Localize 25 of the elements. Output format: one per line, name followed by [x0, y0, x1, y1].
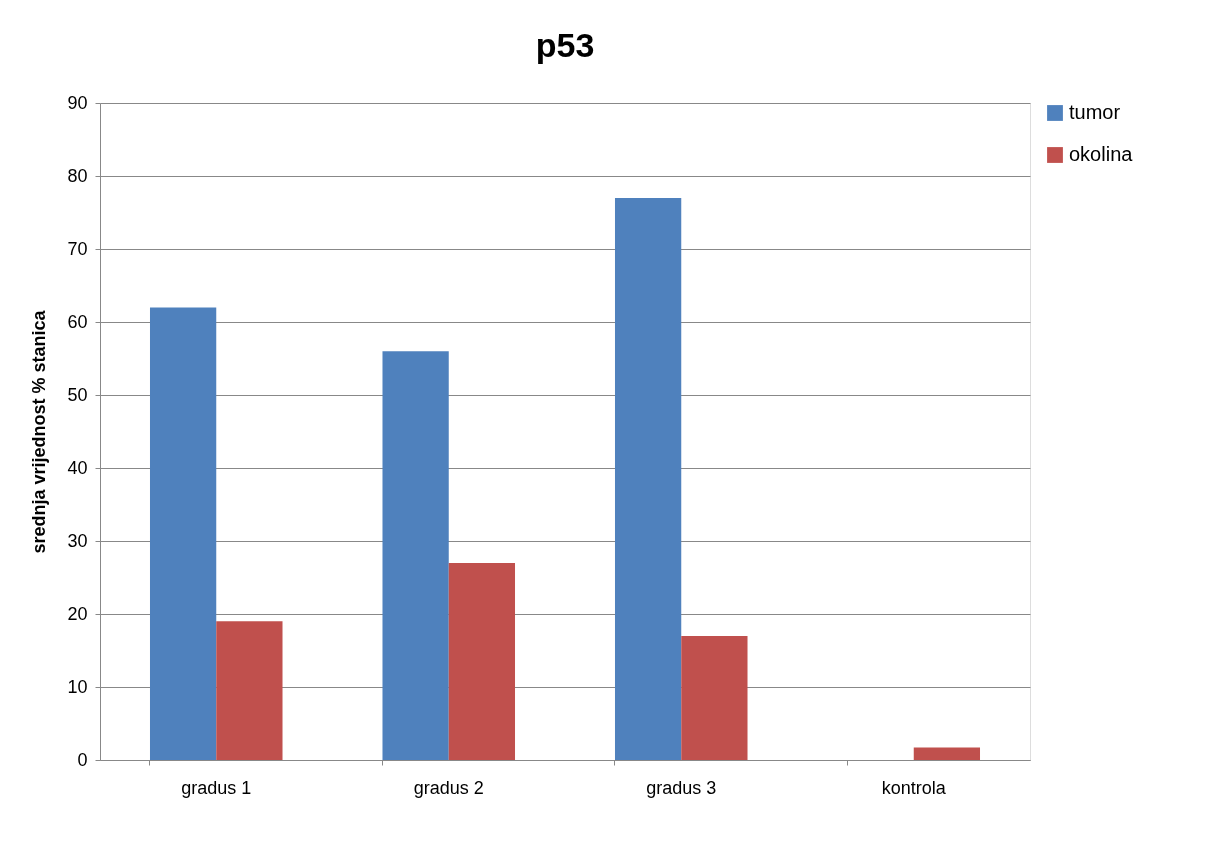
x-tick-label: kontrola — [881, 777, 947, 798]
x-tick-label: gradus 1 — [181, 777, 252, 798]
y-tick-label: 80 — [67, 165, 88, 186]
y-tick-label: 10 — [67, 676, 88, 697]
y-tick-label: 40 — [67, 457, 88, 478]
y-tick-label: 0 — [77, 749, 88, 770]
x-tick-label: gradus 2 — [413, 777, 484, 798]
bar — [448, 562, 516, 760]
bar — [149, 307, 217, 760]
bar — [216, 621, 283, 760]
y-tick-label: 50 — [67, 384, 88, 405]
x-tick-label: gradus 3 — [646, 777, 717, 798]
y-axis-title: srednja vrijednost % stanica — [29, 309, 50, 554]
y-tick-label: 30 — [67, 530, 88, 551]
legend-label: okolina — [1069, 143, 1134, 165]
legend-label: tumor — [1069, 101, 1121, 123]
chart-title: p53 — [535, 26, 595, 64]
bar — [382, 351, 449, 760]
y-tick-label: 20 — [67, 603, 88, 624]
y-tick-label: 70 — [67, 238, 88, 259]
y-tick-label: 90 — [67, 92, 88, 113]
bar — [681, 635, 748, 760]
bar — [614, 197, 682, 760]
bar — [913, 747, 981, 760]
y-tick-label: 60 — [67, 311, 88, 332]
